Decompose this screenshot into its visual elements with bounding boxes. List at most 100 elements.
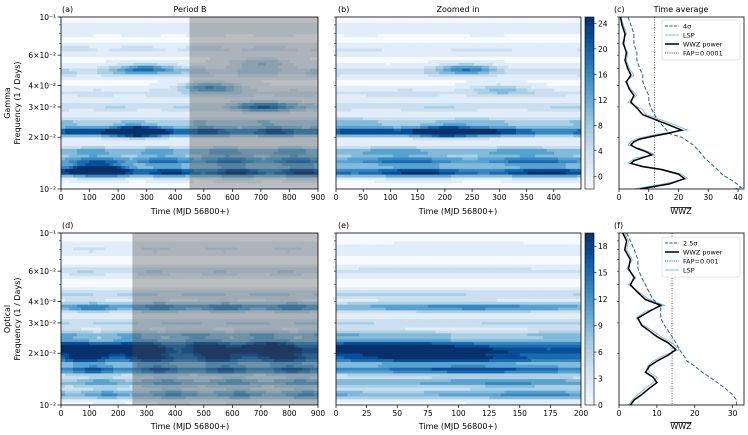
heatmap-cell: [386, 66, 390, 69]
heatmap-cell: [169, 152, 174, 155]
heatmap-cell: [125, 34, 130, 37]
heatmap-cell: [93, 112, 98, 115]
heatmap-cell: [173, 100, 178, 103]
heatmap-cell: [97, 152, 102, 155]
heatmap-cell: [474, 26, 478, 29]
heatmap-cell: [101, 60, 106, 63]
x-tick-label: 200: [111, 193, 126, 202]
heatmap-cell: [169, 180, 174, 183]
heatmap-cell: [125, 160, 130, 163]
heatmap-cell: [397, 51, 401, 54]
y-tick-label: 3×10⁻²: [28, 103, 56, 112]
heatmap-cell: [547, 43, 551, 46]
heatmap-cell: [133, 69, 138, 72]
heatmap-cell: [177, 66, 182, 69]
heatmap-cell: [121, 180, 126, 183]
heatmap-cell: [81, 34, 86, 37]
heatmap-cell: [562, 60, 566, 63]
heatmap-cell: [113, 143, 118, 146]
heatmap-cell: [432, 23, 436, 26]
heatmap-cell: [129, 17, 134, 20]
heatmap-cell: [61, 51, 66, 54]
heatmap-cell: [65, 120, 70, 123]
heatmap-cell: [547, 57, 551, 60]
heatmap-cell: [125, 178, 130, 181]
heatmap-cell: [173, 86, 178, 89]
heatmap-cell: [157, 60, 162, 63]
heatmap-cell: [65, 49, 70, 52]
heatmap-cell: [161, 103, 166, 106]
heatmap-cell: [359, 60, 363, 63]
heatmap-cell: [81, 178, 86, 181]
heatmap-cell: [129, 57, 134, 60]
heatmap-cell: [185, 146, 190, 149]
heatmap-cell: [137, 40, 142, 43]
heatmap-cell: [185, 43, 190, 46]
heatmap-cell: [121, 43, 126, 46]
heatmap-cell: [165, 69, 170, 72]
heatmap-cell: [455, 26, 459, 29]
heatmap-cell: [93, 77, 98, 80]
heatmap-cell: [527, 43, 531, 46]
heatmap-cell: [97, 31, 102, 34]
heatmap-cell: [93, 66, 98, 69]
heatmap-cell: [65, 40, 70, 43]
heatmap-cell: [65, 17, 70, 20]
heatmap-cell: [336, 26, 340, 29]
heatmap-cell: [97, 129, 102, 132]
heatmap-cell: [177, 69, 182, 72]
heatmap-cell: [535, 57, 539, 60]
heatmap-cell: [89, 66, 94, 69]
heatmap-cell: [69, 169, 74, 172]
heatmap-cell: [157, 94, 162, 97]
heatmap-cell: [508, 23, 512, 26]
heatmap-cell: [547, 40, 551, 43]
heatmap-cell: [165, 137, 170, 140]
heatmap-cell: [497, 51, 501, 54]
heatmap-cell: [69, 43, 74, 46]
heatmap-cell: [462, 60, 466, 63]
heatmap-cell: [397, 49, 401, 52]
heatmap-cell: [113, 100, 118, 103]
heatmap-cell: [113, 49, 118, 52]
heatmap-cell: [489, 34, 493, 37]
heatmap-cell: [177, 117, 182, 120]
heatmap-cell: [378, 43, 382, 46]
heatmap-cell: [125, 23, 130, 26]
heatmap-cell: [527, 57, 531, 60]
heatmap-cell: [153, 66, 158, 69]
heatmap-cell: [390, 66, 394, 69]
heatmap-cell: [153, 172, 158, 175]
heatmap-cell: [85, 69, 90, 72]
heatmap-cell: [185, 34, 190, 37]
heatmap-cell: [113, 26, 118, 29]
heatmap-cell: [340, 49, 344, 52]
heatmap-cell: [501, 40, 505, 43]
heatmap-cell: [459, 26, 463, 29]
heatmap-cell: [133, 146, 138, 149]
heatmap-cell: [77, 143, 82, 146]
heatmap-cell: [173, 49, 178, 52]
heatmap-cell: [97, 92, 102, 95]
heatmap-cell: [161, 137, 166, 140]
heatmap-cell: [69, 129, 74, 132]
heatmap-cell: [520, 57, 524, 60]
heatmap-cell: [161, 60, 166, 63]
heatmap-cell: [121, 129, 126, 132]
heatmap-cell: [181, 169, 186, 172]
heatmap-cell: [401, 60, 405, 63]
heatmap-cell: [121, 103, 126, 106]
heatmap-cell: [141, 120, 146, 123]
heatmap-cell: [378, 60, 382, 63]
heatmap-cell: [89, 160, 94, 163]
heatmap-cell: [497, 34, 501, 37]
heatmap-cell: [113, 146, 118, 149]
heatmap-cell: [501, 60, 505, 63]
heatmap-cell: [451, 23, 455, 26]
heatmap-cell: [149, 180, 154, 183]
heatmap-cell: [177, 163, 182, 166]
heatmap-cell: [65, 94, 70, 97]
heatmap-cell: [109, 23, 114, 26]
heatmap-cell: [149, 163, 154, 166]
heatmap-cell: [466, 40, 470, 43]
